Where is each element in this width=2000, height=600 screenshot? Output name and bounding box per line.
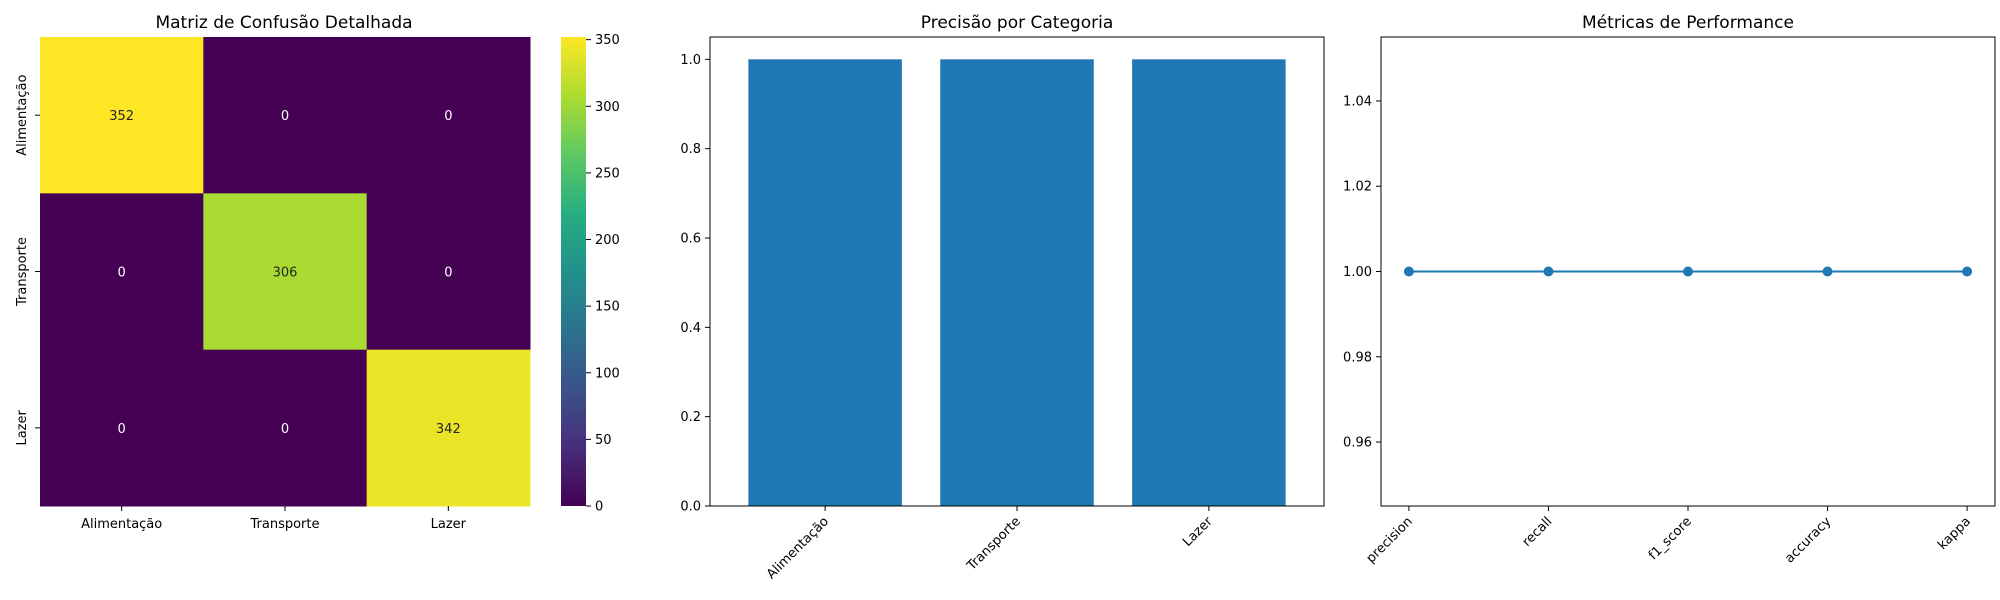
point-kappa bbox=[1962, 266, 1973, 277]
colorbar-tick-label: 50 bbox=[595, 433, 612, 448]
heatmap-cell-label: 352 bbox=[109, 109, 134, 124]
colorbar-tick-label: 150 bbox=[595, 300, 620, 315]
bar-alimentacao bbox=[748, 59, 902, 506]
bar-transporte bbox=[940, 59, 1094, 506]
line-y-tick-label: 1.02 bbox=[1343, 180, 1372, 195]
line-y-axis: 0.96 0.98 1.00 1.02 1.04 bbox=[1343, 94, 1381, 451]
colorbar-tick-label: 350 bbox=[595, 33, 620, 48]
line-plot-frame bbox=[1380, 36, 1996, 507]
line-x-tick-label: accuracy bbox=[1782, 514, 1834, 566]
heatmap-cell bbox=[203, 193, 368, 351]
bar-marks bbox=[748, 59, 1286, 506]
colorbar-tick-label: 200 bbox=[595, 233, 620, 248]
heatmap-x-tick-label: Alimentação bbox=[81, 517, 162, 532]
heatmap-cell-label: 0 bbox=[444, 109, 452, 124]
heatmap-x-axis: Alimentação Transporte Lazer bbox=[81, 506, 467, 532]
bar-x-tick-label: Alimentação bbox=[764, 514, 832, 582]
heatmap-cell bbox=[366, 349, 531, 507]
bar-y-tick-label: 1.0 bbox=[680, 53, 701, 68]
colorbar-tick-label: 0 bbox=[595, 500, 603, 515]
heatmap-cell-label: 0 bbox=[444, 266, 452, 281]
heatmap-x-tick-label: Lazer bbox=[431, 517, 467, 532]
heatmap-title: Matriz de Confusão Detalhada bbox=[155, 13, 412, 33]
line-x-tick-label: kappa bbox=[1935, 514, 1974, 553]
line-y-tick-label: 0.98 bbox=[1343, 350, 1372, 365]
bar-y-axis: 0.0 0.2 0.4 0.6 0.8 1.0 bbox=[680, 53, 710, 515]
bar-panel: Precisão por Categoria 0.0 0.2 0.4 0.6 0.8 1.… bbox=[680, 13, 1325, 582]
colorbar bbox=[561, 37, 586, 506]
heatmap-cell-label: 0 bbox=[281, 422, 289, 437]
bar-x-tick-label: Lazer bbox=[1180, 514, 1216, 550]
bar-x-axis: Alimentação Transporte Lazer bbox=[764, 506, 1216, 582]
colorbar-tick-label: 100 bbox=[595, 366, 620, 381]
point-recall bbox=[1543, 266, 1554, 277]
line-y-tick-label: 0.96 bbox=[1343, 436, 1372, 451]
heatmap-cell bbox=[203, 37, 368, 194]
bar-y-tick-label: 0.8 bbox=[680, 142, 701, 157]
bar-lazer bbox=[1132, 59, 1286, 506]
line-y-tick-label: 1.04 bbox=[1343, 94, 1372, 109]
bar-chart-title: Precisão por Categoria bbox=[921, 13, 1114, 33]
heatmap-cell-label: 306 bbox=[273, 266, 298, 281]
bar-x-tick-label: Transporte bbox=[964, 514, 1024, 574]
bar-y-tick-label: 0.6 bbox=[680, 232, 701, 247]
heatmap-cell bbox=[40, 37, 204, 194]
heatmap-x-tick-label: Transporte bbox=[250, 517, 320, 532]
point-precision bbox=[1403, 266, 1414, 277]
heatmap-y-tick-label: Lazer bbox=[15, 409, 30, 445]
point-accuracy bbox=[1822, 266, 1833, 277]
line-x-tick-label: f1_score bbox=[1646, 514, 1695, 563]
line-x-tick-label: precision bbox=[1364, 514, 1416, 566]
heatmap-y-axis: Alimentação Transporte Lazer bbox=[15, 75, 40, 446]
line-x-axis: precision recall f1_score accuracy kappa bbox=[1364, 506, 1974, 566]
heatmap-cell-label: 0 bbox=[281, 109, 289, 124]
bar-plot-frame bbox=[709, 36, 1325, 507]
line-marks bbox=[1403, 266, 1973, 277]
heatmap-cell-label: 0 bbox=[118, 266, 126, 281]
line-panel: Métricas de Performance 0.96 0.98 1.00 1.02… bbox=[1343, 13, 1996, 566]
heatmap-panel: Matriz de Confusão Detalhada 352 0 00 306 00… bbox=[15, 13, 620, 532]
heatmap-cell bbox=[40, 193, 204, 351]
colorbar-axis: 0 50 100 150 200 250 300 350 bbox=[586, 33, 620, 515]
bar-y-tick-label: 0.4 bbox=[680, 321, 701, 336]
heatmap-cells: 352 0 0 0 306 0 0 0 342 bbox=[40, 37, 531, 507]
colorbar-tick-label: 250 bbox=[595, 166, 620, 181]
bar-y-tick-label: 0.0 bbox=[680, 500, 701, 515]
colorbar-tick-label: 300 bbox=[595, 100, 620, 115]
bar-y-tick-label: 0.2 bbox=[680, 410, 701, 425]
heatmap-cell bbox=[40, 349, 204, 507]
heatmap-cell bbox=[203, 349, 368, 507]
line-chart-title: Métricas de Performance bbox=[1582, 13, 1794, 33]
line-x-tick-label: recall bbox=[1520, 514, 1556, 550]
heatmap-y-tick-label: Alimentação bbox=[15, 75, 30, 156]
heatmap-cell-label: 0 bbox=[118, 422, 126, 437]
line-y-tick-label: 1.00 bbox=[1343, 265, 1372, 280]
heatmap-cell-label: 342 bbox=[436, 422, 461, 437]
point-f1-score bbox=[1683, 266, 1693, 277]
heatmap-y-tick-label: Transporte bbox=[15, 237, 30, 307]
heatmap-cell bbox=[366, 37, 531, 194]
heatmap-cell bbox=[366, 193, 531, 351]
